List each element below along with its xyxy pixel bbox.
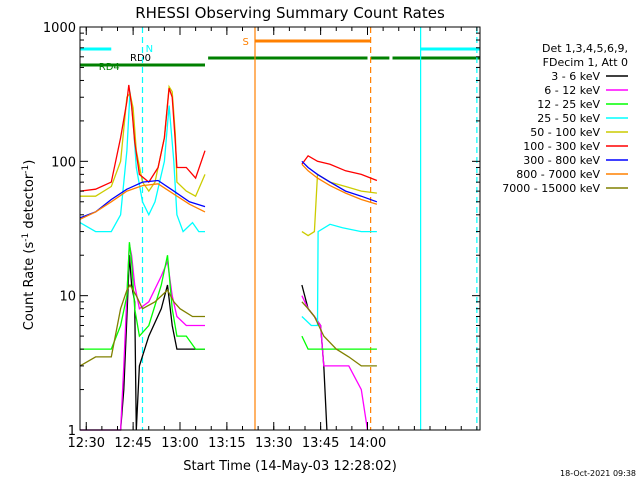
event-markers xyxy=(141,27,478,430)
y-tick-label: 1 xyxy=(68,424,76,439)
y-tick-label: 1000 xyxy=(43,21,76,36)
legend-label: 25 - 50 keV xyxy=(537,112,600,125)
plot-frame xyxy=(79,26,481,431)
x-tick-label: 13:00 xyxy=(161,436,198,451)
flag-label-rd0: RD0 xyxy=(130,53,151,64)
ylabel-part1: Count Rate (s xyxy=(22,242,37,331)
flag-label-s: S xyxy=(243,37,249,48)
y-tick-label: 100 xyxy=(51,155,76,170)
series-line-8 xyxy=(79,283,377,367)
ylabel-part2: detector xyxy=(22,173,37,233)
ylabel-sup1: -1 xyxy=(21,233,31,242)
axes: 1 10 100 1000 12:30 12:45 13:00 13:15 13:30 13:45… xyxy=(43,21,481,451)
y-axis-label: Count Rate (s-1 detector-1) xyxy=(21,160,37,331)
legend-label: 100 - 300 keV xyxy=(523,140,600,153)
x-tick-label: 13:45 xyxy=(302,436,339,451)
series-line-2 xyxy=(80,242,377,350)
series-line-4 xyxy=(80,84,377,237)
series-line-0 xyxy=(80,255,328,431)
series-line-3 xyxy=(79,91,377,327)
legend-label: 12 - 25 keV xyxy=(537,98,600,111)
data-series xyxy=(79,84,378,431)
x-tick-label: 12:45 xyxy=(114,436,151,451)
x-tick-label: 14:00 xyxy=(349,436,386,451)
legend: Det 1,3,4,5,6,9,FDecim 1, Att 03 - 6 keV… xyxy=(502,42,628,195)
x-axis-label: Start Time (14-May-03 12:28:02) xyxy=(183,459,397,474)
series-line-7 xyxy=(79,163,378,220)
flag-label-rd4: RD4 xyxy=(99,62,120,73)
x-tick-label: 13:15 xyxy=(208,436,245,451)
legend-label: 50 - 100 keV xyxy=(530,126,600,139)
x-tick-label: 13:30 xyxy=(255,436,292,451)
svg-text:Count Rate (s-1 detector-1): Count Rate (s-1 detector-1) xyxy=(21,160,37,331)
legend-label: 300 - 800 keV xyxy=(523,154,600,167)
legend-label: 6 - 12 keV xyxy=(544,84,600,97)
ylabel-part3: ) xyxy=(22,160,37,165)
x-tick-label: 12:30 xyxy=(68,436,105,451)
y-tick-label: 10 xyxy=(59,290,76,305)
legend-label: 800 - 7000 keV xyxy=(516,168,600,181)
legend-header: FDecim 1, Att 0 xyxy=(543,56,628,69)
chart-title: RHESSI Observing Summary Count Rates xyxy=(135,4,445,22)
legend-header: Det 1,3,4,5,6,9, xyxy=(542,42,628,55)
ylabel-sup2: -1 xyxy=(21,165,31,174)
flag-label-n: N xyxy=(146,44,153,55)
legend-label: 7000 - 15000 keV xyxy=(502,182,600,195)
footer-date: 18-Oct-2021 09:38 xyxy=(560,469,636,478)
legend-label: 3 - 6 keV xyxy=(551,70,600,83)
